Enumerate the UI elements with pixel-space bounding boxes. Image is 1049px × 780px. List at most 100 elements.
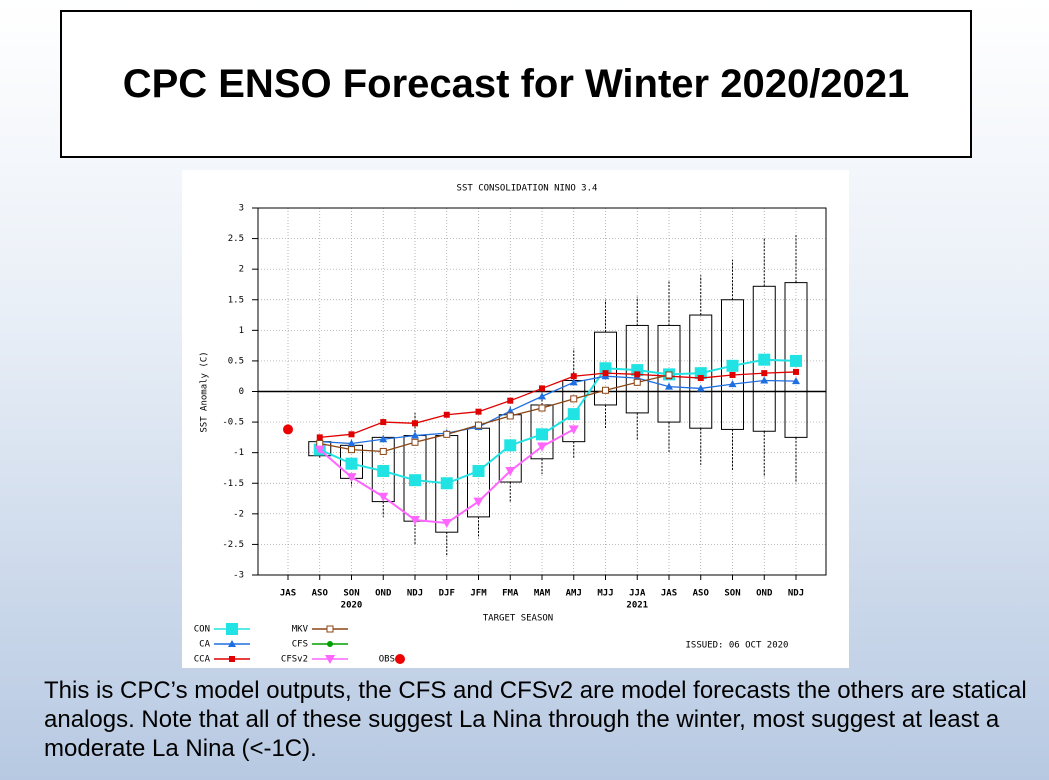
series-marker xyxy=(316,434,323,441)
x-tick-label: JAS xyxy=(280,589,296,599)
series-marker xyxy=(793,368,799,375)
series-marker xyxy=(538,392,546,400)
series-marker xyxy=(345,457,358,470)
series-marker xyxy=(377,465,390,478)
x-tick-label: SON xyxy=(343,589,359,599)
series-marker xyxy=(443,411,450,418)
x-tick-label: MAM xyxy=(534,589,551,599)
series-marker xyxy=(792,377,800,385)
legend-marker xyxy=(229,656,235,662)
y-tick-label: 1.5 xyxy=(228,295,244,305)
series-marker xyxy=(633,378,641,386)
series-marker xyxy=(634,371,641,378)
series-marker xyxy=(411,438,419,446)
series-marker xyxy=(697,375,704,382)
series-marker xyxy=(411,431,419,439)
series-marker xyxy=(314,445,325,455)
series-marker xyxy=(346,473,357,483)
y-tick-label: -2 xyxy=(233,509,244,519)
x-tick-label: ASO xyxy=(312,589,329,599)
legend-label: CA xyxy=(199,640,210,650)
y-tick-label: 0.5 xyxy=(228,356,244,366)
legend-label: CFS xyxy=(292,640,308,650)
series-marker xyxy=(505,467,516,477)
series-marker xyxy=(760,376,769,384)
series-line xyxy=(319,371,797,439)
series-marker xyxy=(412,420,418,427)
y-tick-label: -2.5 xyxy=(222,540,244,550)
series-marker xyxy=(348,431,355,438)
series-marker xyxy=(443,430,451,438)
y-tick-label: -0.5 xyxy=(222,418,244,428)
legend-marker xyxy=(325,655,335,664)
series-marker xyxy=(475,421,482,429)
series-marker xyxy=(758,353,771,366)
x-tick-label: DJF xyxy=(439,589,455,599)
legend-marker xyxy=(326,625,334,633)
x-axis-title: TARGET SEASON xyxy=(483,614,553,624)
series-marker xyxy=(570,395,578,403)
series-line xyxy=(319,374,670,453)
y-tick-label: 0 xyxy=(239,387,244,397)
series-marker xyxy=(440,477,453,490)
series-marker xyxy=(567,408,580,421)
legend-label: CFSv2 xyxy=(281,655,308,665)
x-year-label: 2020 xyxy=(341,601,363,611)
slide-title: CPC ENSO Forecast for Winter 2020/2021 xyxy=(60,10,972,158)
y-tick-label: 2.5 xyxy=(228,234,244,244)
series-marker xyxy=(506,407,515,415)
x-tick-label: AMJ xyxy=(566,589,582,599)
x-tick-label: JFM xyxy=(470,589,487,599)
series-marker xyxy=(506,412,514,420)
series-line xyxy=(319,358,797,485)
series-marker xyxy=(665,371,673,379)
series-marker xyxy=(602,386,609,394)
box xyxy=(752,285,776,432)
legend-marker xyxy=(327,641,333,647)
series-marker xyxy=(538,404,546,412)
series-marker xyxy=(728,380,737,388)
series-marker xyxy=(409,474,421,487)
series-marker xyxy=(441,519,452,529)
caption: This is CPC’s model outputs, the CFS and… xyxy=(44,677,1027,762)
x-tick-label: FMA xyxy=(502,589,519,599)
series-marker xyxy=(348,446,355,454)
legend-label: CON xyxy=(194,625,210,635)
series-marker xyxy=(665,382,673,390)
series-marker xyxy=(379,447,387,455)
y-tick-label: 1 xyxy=(239,326,244,336)
x-tick-label: SON xyxy=(724,589,740,599)
series-marker xyxy=(568,425,579,435)
y-axis-title: SST Anomaly (C) xyxy=(200,351,210,432)
y-tick-label: 3 xyxy=(239,204,244,214)
x-tick-label: JAS xyxy=(661,589,677,599)
legend-marker xyxy=(228,640,236,647)
series-marker xyxy=(504,439,517,452)
series-marker xyxy=(602,370,609,377)
issued-note: ISSUED: 06 OCT 2020 xyxy=(686,641,789,651)
y-tick-label: 2 xyxy=(239,265,244,275)
series-marker xyxy=(570,373,577,380)
x-tick-label: ASO xyxy=(693,589,710,599)
series-marker xyxy=(283,424,293,435)
series-marker xyxy=(536,428,548,441)
series-marker xyxy=(410,515,420,525)
series-line xyxy=(319,375,797,445)
legend-marker xyxy=(226,623,238,635)
x-tick-label: MJJ xyxy=(597,589,613,599)
chart-title: SST CONSOLIDATION NINO 3.4 xyxy=(457,184,598,194)
x-tick-label: NDJ xyxy=(788,589,804,599)
x-tick-label: OND xyxy=(375,589,392,599)
series-marker xyxy=(539,385,545,392)
series-marker xyxy=(473,497,484,507)
series-marker xyxy=(472,465,485,478)
series-marker xyxy=(790,354,802,367)
x-tick-label: JJA xyxy=(629,589,646,599)
series-marker xyxy=(569,378,578,386)
series-marker xyxy=(379,435,388,443)
x-tick-label: OND xyxy=(756,589,773,599)
y-tick-label: -3 xyxy=(233,571,244,581)
x-year-label: 2021 xyxy=(626,601,648,611)
chart: SST CONSOLIDATION NINO 3.4 SST Anomaly (… xyxy=(182,170,849,668)
